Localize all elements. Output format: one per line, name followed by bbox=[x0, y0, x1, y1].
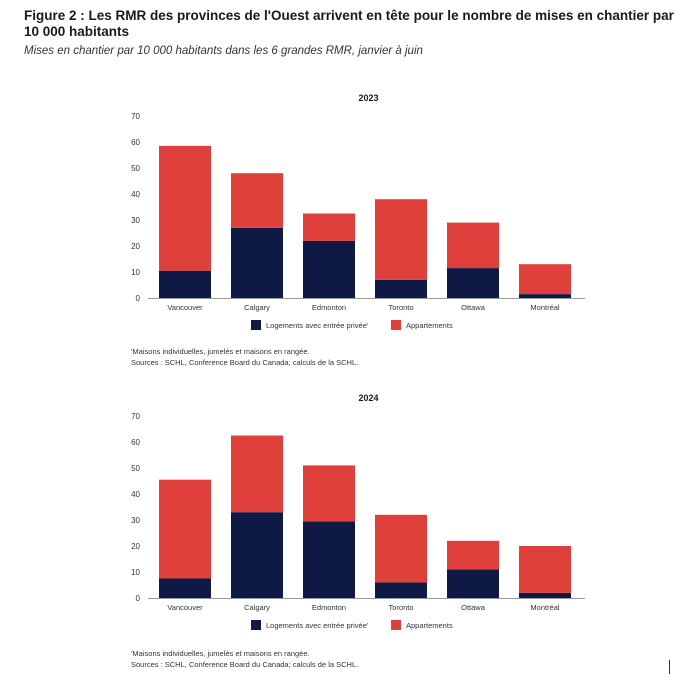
category-label-2024-calgary: Calgary bbox=[244, 603, 270, 612]
bar-2024-montreal-apartments bbox=[519, 546, 571, 593]
y-tick-label-2023-40: 40 bbox=[131, 190, 140, 199]
bar-2023-toronto-private bbox=[375, 279, 427, 298]
legend-label-2023-private: Logements avec entrée privée' bbox=[266, 321, 369, 330]
bar-2024-toronto-apartments bbox=[375, 514, 427, 583]
y-tick-label-2024-30: 30 bbox=[131, 516, 140, 525]
y-tick-label-2024-0: 0 bbox=[136, 594, 141, 603]
bar-2023-calgary-apartments bbox=[231, 173, 283, 228]
category-label-2024-vancouver: Vancouver bbox=[167, 603, 203, 612]
y-tick-label-2023-10: 10 bbox=[131, 268, 140, 277]
category-label-2023-calgary: Calgary bbox=[244, 303, 270, 312]
bar-2023-ottawa-private bbox=[447, 268, 499, 298]
bar-2024-montreal-private bbox=[519, 592, 571, 598]
bar-2023-vancouver-apartments bbox=[159, 145, 211, 271]
notes-2023: 'Maisons individuelles, jumelés et maiso… bbox=[131, 346, 531, 368]
sources-2023: Sources : SCHL, Conference Board du Cana… bbox=[131, 358, 359, 367]
bar-2023-vancouver-private bbox=[159, 270, 211, 298]
figure-title: Figure 2 : Les RMR des provinces de l'Ou… bbox=[24, 8, 674, 39]
bar-2024-edmonton-private bbox=[303, 521, 355, 598]
y-tick-label-2024-10: 10 bbox=[131, 568, 140, 577]
category-label-2023-montreal: Montréal bbox=[530, 303, 560, 312]
bar-2024-vancouver-apartments bbox=[159, 479, 211, 579]
y-tick-label-2023-20: 20 bbox=[131, 242, 140, 251]
legend-swatch-2024-private bbox=[251, 620, 261, 630]
figure-subtitle: Mises en chantier par 10 000 habitants d… bbox=[24, 45, 423, 57]
bar-2024-edmonton-apartments bbox=[303, 465, 355, 522]
legend-label-2024-private: Logements avec entrée privée' bbox=[266, 621, 369, 630]
bar-2024-calgary-apartments bbox=[231, 435, 283, 513]
bar-2023-montreal-private bbox=[519, 294, 571, 298]
chart-2023: 2023 0 10 20 30 40 50 60 70 Vancouver Calgary Edmon… bbox=[131, 93, 585, 330]
chart-title-2024: 2024 bbox=[358, 393, 378, 403]
chart-title-2023: 2023 bbox=[358, 93, 378, 103]
text-cursor bbox=[669, 660, 670, 674]
bar-2024-toronto-private bbox=[375, 582, 427, 598]
category-label-2024-edmonton: Edmonton bbox=[312, 603, 346, 612]
bar-2023-edmonton-private bbox=[303, 240, 355, 298]
category-label-2023-vancouver: Vancouver bbox=[167, 303, 203, 312]
category-label-2024-ottawa: Ottawa bbox=[461, 603, 486, 612]
y-tick-label-2024-50: 50 bbox=[131, 464, 140, 473]
bar-2024-vancouver-private bbox=[159, 578, 211, 598]
y-tick-label-2023-50: 50 bbox=[131, 164, 140, 173]
chart-2024: 2024 0 10 20 30 40 50 60 70 Vancouver Calgary Edmon… bbox=[131, 393, 585, 630]
y-tick-label-2023-0: 0 bbox=[136, 294, 141, 303]
bar-2023-montreal-apartments bbox=[519, 264, 571, 295]
legend-swatch-2023-private bbox=[251, 320, 261, 330]
y-tick-label-2024-20: 20 bbox=[131, 542, 140, 551]
category-label-2023-ottawa: Ottawa bbox=[461, 303, 486, 312]
bar-2024-calgary-private bbox=[231, 512, 283, 598]
y-tick-label-2023-60: 60 bbox=[131, 138, 140, 147]
category-label-2024-montreal: Montréal bbox=[530, 603, 560, 612]
category-label-2024-toronto: Toronto bbox=[388, 603, 413, 612]
category-label-2023-toronto: Toronto bbox=[388, 303, 413, 312]
footnote-2023: 'Maisons individuelles, jumelés et maiso… bbox=[131, 347, 310, 356]
bar-2023-ottawa-apartments bbox=[447, 222, 499, 269]
legend-swatch-2024-apartments bbox=[391, 620, 401, 630]
y-tick-label-2024-40: 40 bbox=[131, 490, 140, 499]
bar-2024-ottawa-private bbox=[447, 569, 499, 598]
bar-2024-ottawa-apartments bbox=[447, 540, 499, 570]
y-tick-label-2023-70: 70 bbox=[131, 112, 140, 121]
sources-2024: Sources : SCHL, Conference Board du Cana… bbox=[131, 660, 359, 669]
footnote-2024: 'Maisons individuelles, jumelés et maiso… bbox=[131, 649, 310, 658]
legend-label-2023-apartments: Appartements bbox=[406, 321, 453, 330]
legend-label-2024-apartments: Appartements bbox=[406, 621, 453, 630]
legend-swatch-2023-apartments bbox=[391, 320, 401, 330]
bar-2023-toronto-apartments bbox=[375, 199, 427, 280]
bar-2023-edmonton-apartments bbox=[303, 213, 355, 241]
y-tick-label-2024-60: 60 bbox=[131, 438, 140, 447]
notes-2024: 'Maisons individuelles, jumelés et maiso… bbox=[131, 648, 531, 670]
bar-2023-calgary-private bbox=[231, 227, 283, 298]
y-tick-label-2023-30: 30 bbox=[131, 216, 140, 225]
category-label-2023-edmonton: Edmonton bbox=[312, 303, 346, 312]
y-tick-label-2024-70: 70 bbox=[131, 412, 140, 421]
